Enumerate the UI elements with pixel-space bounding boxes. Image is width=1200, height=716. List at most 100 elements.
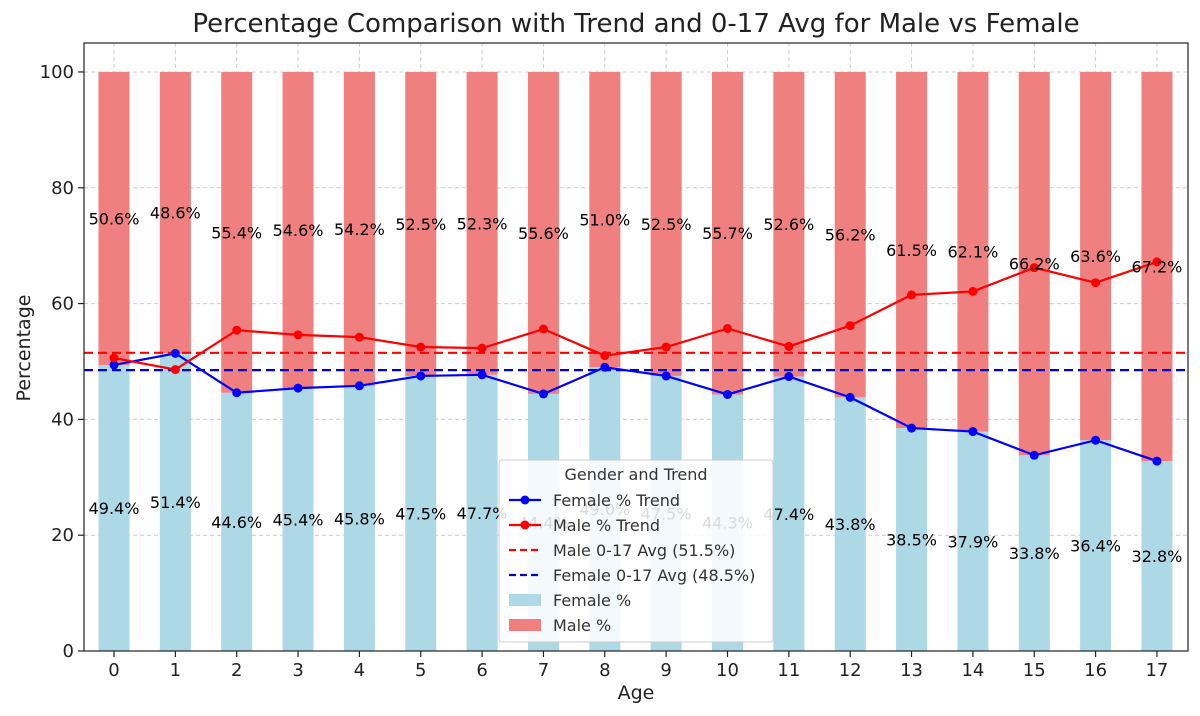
x-tick-label: 9 (660, 660, 671, 681)
trend-point (232, 325, 242, 335)
male-data-label: 63.6% (1070, 247, 1121, 266)
x-tick-label: 17 (1145, 660, 1168, 681)
male-data-label: 54.2% (334, 220, 385, 239)
trend-point (784, 372, 794, 382)
male-bar (159, 71, 191, 354)
average-lines (84, 351, 1188, 372)
male-data-label: 66.2% (1009, 255, 1060, 274)
female-bar (343, 385, 375, 651)
male-data-label: 56.2% (825, 226, 876, 245)
male-bar (221, 71, 253, 393)
male-data-label: 67.2% (1132, 258, 1183, 277)
legend: Gender and Trend Female % Trend Male % Tre… (498, 459, 774, 643)
female-bar (896, 428, 928, 651)
trend-point (170, 365, 180, 375)
female-bar (957, 431, 989, 651)
chart-title: Percentage Comparison with Trend and 0-1… (192, 9, 1079, 39)
male-data-label: 52.6% (763, 215, 814, 234)
male-bar (712, 71, 743, 395)
trend-point (1029, 263, 1039, 273)
y-tick-label: 0 (63, 641, 74, 662)
trend-point (109, 360, 119, 370)
trend-point (293, 383, 303, 393)
female-bar (1018, 455, 1050, 651)
legend-title: Gender and Trend (564, 465, 707, 484)
x-tick-label: 15 (1023, 660, 1046, 681)
trend-point (293, 330, 303, 340)
x-tick-label: 8 (599, 660, 610, 681)
bars (98, 71, 1173, 651)
female-data-label: 47.4% (763, 505, 814, 524)
male-data-label: 48.6% (150, 204, 201, 223)
female-data-label: 37.9% (947, 532, 998, 551)
female-bar (98, 364, 130, 651)
male-bar (834, 71, 866, 398)
female-bar (773, 376, 805, 651)
female-data-label: 49.4% (89, 499, 140, 518)
legend-entry-label: Male % Trend (553, 516, 660, 535)
trend-point (170, 348, 180, 358)
trend-point (907, 423, 917, 433)
female-data-label: 44.6% (211, 513, 262, 532)
x-tick-label: 14 (961, 660, 984, 681)
x-tick-label: 1 (170, 660, 181, 681)
male-data-label: 52.3% (457, 214, 508, 233)
trend-point (538, 389, 548, 399)
male-bar (405, 71, 437, 376)
x-tick-label: 3 (292, 660, 303, 681)
trend-point (845, 321, 855, 331)
male-data-label: 62.1% (947, 243, 998, 262)
trend-point (477, 343, 487, 353)
male-bar (1080, 71, 1112, 441)
trend-point (416, 342, 426, 352)
male-bar (527, 71, 559, 394)
y-tick-label: 100 (40, 62, 74, 83)
female-data-label: 51.4% (150, 493, 201, 512)
trend-point (109, 353, 119, 363)
trend-point (354, 332, 364, 342)
trend-point (968, 427, 978, 437)
trend-lines (109, 257, 1162, 466)
x-tick-label: 10 (716, 660, 739, 681)
legend-entry-label: Female % Trend (553, 491, 680, 510)
x-tick-label: 11 (777, 660, 800, 681)
trend-point (907, 290, 917, 300)
x-tick-label: 13 (900, 660, 923, 681)
female-data-label: 45.8% (334, 509, 385, 528)
x-tick-label: 4 (354, 660, 365, 681)
female-data-label: 32.8% (1132, 547, 1183, 566)
trend-line (113, 260, 1158, 371)
trend-point (1091, 435, 1101, 445)
plot-frame (83, 42, 1189, 652)
trend-point (232, 388, 242, 398)
y-axis-label: Percentage (13, 295, 35, 402)
male-data-label: 55.7% (702, 224, 753, 243)
trend-point (1152, 257, 1162, 267)
female-bar (221, 392, 253, 651)
female-data-label: 47.5% (395, 504, 446, 523)
male-bar (896, 71, 928, 429)
y-tick-label: 60 (51, 294, 74, 315)
bar-labels: 50.6% 49.4% 48.6% 51.4% 55.4% 44.6% 54.6% 45.4%… (89, 204, 1183, 566)
legend-entry-label: Female 0-17 Avg (48.5%) (553, 566, 755, 585)
male-bar (466, 71, 498, 375)
x-tick-label: 16 (1084, 660, 1107, 681)
female-bar (405, 375, 437, 651)
female-bar (1141, 461, 1173, 651)
trend-point (477, 370, 487, 380)
legend-box (498, 459, 774, 643)
male-bar (957, 71, 989, 432)
male-data-label: 55.6% (518, 224, 569, 243)
female-data-label: 45.4% (273, 511, 324, 530)
female-bar (282, 388, 314, 651)
x-tick-label: 12 (839, 660, 862, 681)
female-data-label: 47.7% (457, 504, 508, 523)
trend-point (845, 392, 855, 402)
male-bar (650, 71, 682, 376)
female-bar (1080, 440, 1112, 651)
x-tick-label: 2 (231, 660, 242, 681)
legend-marker-swatch (520, 520, 530, 530)
male-data-label: 61.5% (886, 241, 937, 260)
